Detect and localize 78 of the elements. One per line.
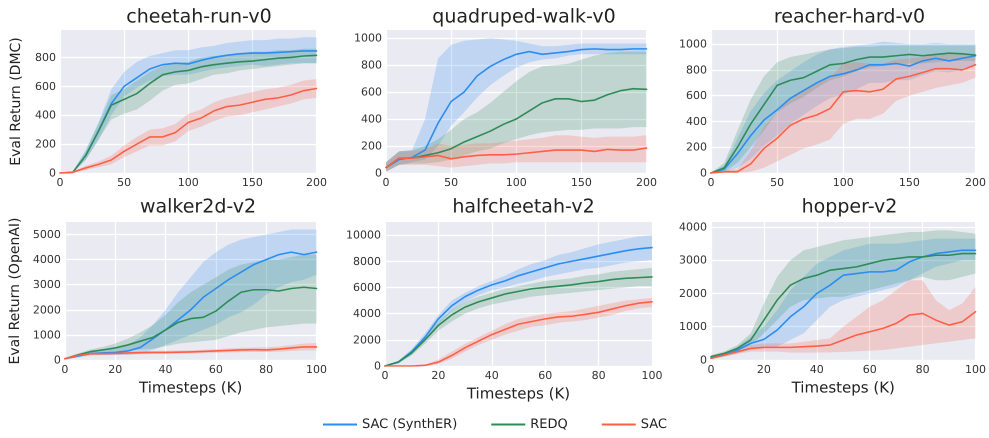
y-tick-label: 2000 xyxy=(353,333,381,346)
x-tick-label: 50 xyxy=(770,176,784,189)
chart-title: walker2d-v2 xyxy=(140,196,256,218)
y-tick-label: 0 xyxy=(700,166,707,180)
x-tick-label: 40 xyxy=(158,363,173,376)
x-tick-label: 20 xyxy=(108,363,122,376)
x-axis-title: Timesteps (K) xyxy=(790,378,895,396)
chart-title: cheetah-run-v0 xyxy=(126,6,272,28)
x-tick-label: 60 xyxy=(538,369,552,382)
x-tick-label: 150 xyxy=(570,176,592,189)
y-tick-label: 800 xyxy=(686,63,707,76)
x-axis-title: Timesteps (K) xyxy=(466,384,570,402)
x-tick-label: 40 xyxy=(484,369,499,382)
y-tick-label: 4000 xyxy=(679,220,707,234)
y-tick-label: 0 xyxy=(49,166,56,180)
x-tick-label: 40 xyxy=(810,363,824,376)
y-axis-title: Eval Return (OpenAI) xyxy=(7,218,23,364)
chart-title: hopper-v2 xyxy=(802,196,898,218)
x-tick-label: 200 xyxy=(636,176,657,189)
line-series xyxy=(710,310,976,360)
y-tick-label: 600 xyxy=(361,86,382,99)
y-tick-label: 3000 xyxy=(679,254,707,267)
y-tick-label: 1000 xyxy=(679,38,707,51)
y-tick-label: 4000 xyxy=(32,253,61,266)
x-tick-label: 80 xyxy=(592,369,606,382)
y-tick-label: 8000 xyxy=(353,254,381,268)
y-tick-label: 800 xyxy=(361,58,382,72)
chart-title: reacher-hard-v0 xyxy=(774,6,926,28)
chart-title: halfcheetah-v2 xyxy=(452,196,595,218)
x-tick-label: 100 xyxy=(642,369,662,382)
line-series xyxy=(64,346,318,360)
x-tick-label: 150 xyxy=(898,176,920,189)
y-tick-label: 0 xyxy=(700,354,707,366)
x-tick-label: 80 xyxy=(916,363,930,376)
y-tick-label: 4000 xyxy=(353,307,381,320)
y-tick-label: 600 xyxy=(686,89,707,102)
y-tick-label: 0 xyxy=(54,354,61,366)
y-tick-label: 400 xyxy=(686,114,707,128)
legend-label: SAC (SynthER) xyxy=(362,417,458,432)
x-tick-label: 50 xyxy=(444,176,458,189)
y-tick-label: 200 xyxy=(361,140,382,153)
y-tick-label: 600 xyxy=(35,80,56,93)
y-tick-label: 10000 xyxy=(346,228,381,242)
x-tick-label: 100 xyxy=(965,363,986,376)
y-tick-label: 200 xyxy=(35,138,56,151)
y-tick-label: 200 xyxy=(686,140,707,154)
x-tick-label: 150 xyxy=(242,176,263,189)
y-tick-label: 400 xyxy=(361,112,382,126)
y-tick-label: 0 xyxy=(375,166,382,180)
y-tick-label: 800 xyxy=(35,50,56,64)
y-tick-label: 2000 xyxy=(32,303,61,316)
x-tick-label: 20 xyxy=(756,363,771,376)
x-tick-label: 100 xyxy=(178,176,199,189)
y-tick-label: 2000 xyxy=(679,286,707,300)
x-tick-label: 200 xyxy=(965,176,986,189)
x-tick-label: 80 xyxy=(259,363,274,376)
x-tick-label: 50 xyxy=(117,176,132,189)
y-tick-label: 5000 xyxy=(32,228,61,242)
y-tick-label: 400 xyxy=(35,108,56,122)
y-tick-label: 1000 xyxy=(32,328,61,342)
y-tick-label: 6000 xyxy=(353,280,381,294)
line-series xyxy=(64,286,318,360)
line-series xyxy=(385,147,648,168)
x-axis-title: Timesteps (K) xyxy=(138,378,242,396)
x-tick-label: 60 xyxy=(208,363,223,376)
x-tick-label: 200 xyxy=(306,176,327,189)
x-tick-label: 100 xyxy=(506,176,527,189)
x-tick-label: 100 xyxy=(832,176,854,189)
y-tick-label: 3000 xyxy=(32,278,61,292)
chart-title: quadruped-walk-v0 xyxy=(432,6,616,28)
x-tick-label: 100 xyxy=(306,363,327,376)
x-tick-label: 20 xyxy=(431,369,446,382)
y-tick-label: 1000 xyxy=(679,320,707,334)
x-tick-label: 60 xyxy=(862,363,877,376)
legend-label: SAC xyxy=(640,417,668,432)
legend-label: REDQ xyxy=(530,417,568,432)
y-axis-title: Eval Return (DMC) xyxy=(8,37,24,166)
y-tick-label: 1000 xyxy=(354,32,382,45)
